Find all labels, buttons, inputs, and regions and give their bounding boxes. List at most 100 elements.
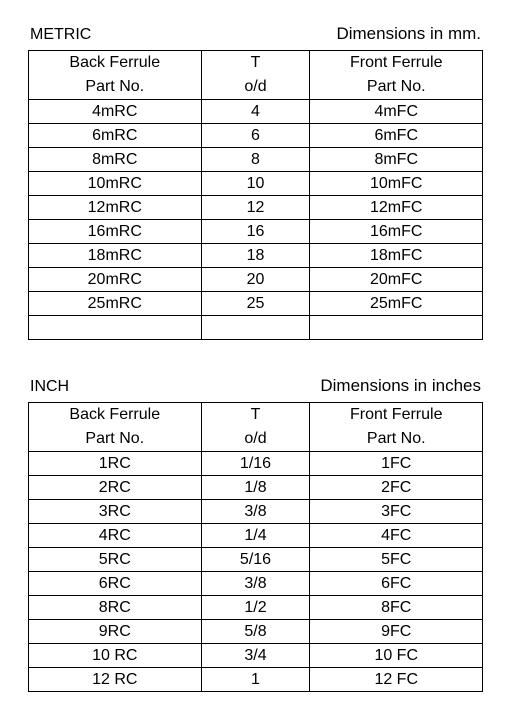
cell-back-ferrule: 25mRC [29, 292, 202, 316]
cell-front-ferrule: 1FC [310, 452, 483, 476]
cell-front-ferrule: 8FC [310, 596, 483, 620]
cell-back-ferrule: 18mRC [29, 244, 202, 268]
header-t: T [201, 51, 310, 76]
metric-units: Dimensions in mm. [336, 24, 481, 44]
header-part-no-front: Part No. [310, 427, 483, 452]
table-row: 6mRC66mFC [29, 124, 483, 148]
cell-front-ferrule: 20mFC [310, 268, 483, 292]
inch-units: Dimensions in inches [320, 376, 481, 396]
metric-heading: METRIC Dimensions in mm. [28, 24, 483, 44]
cell-front-ferrule: 12 FC [310, 668, 483, 692]
table-row: 25mRC2525mFC [29, 292, 483, 316]
table-row: 4RC1/44FC [29, 524, 483, 548]
cell-t-od: 18 [201, 244, 310, 268]
cell-back-ferrule: 8RC [29, 596, 202, 620]
header-back-ferrule: Back Ferrule [29, 51, 202, 76]
cell-t-od: 1/8 [201, 476, 310, 500]
table-row: 20mRC2020mFC [29, 268, 483, 292]
cell-front-ferrule: 3FC [310, 500, 483, 524]
cell-t-od: 12 [201, 196, 310, 220]
inch-heading: INCH Dimensions in inches [28, 376, 483, 396]
cell-back-ferrule: 4RC [29, 524, 202, 548]
table-row: 12mRC1212mFC [29, 196, 483, 220]
cell-back-ferrule: 1RC [29, 452, 202, 476]
table-row [29, 316, 483, 340]
cell-t-od: 5/16 [201, 548, 310, 572]
cell-t-od: 3/8 [201, 500, 310, 524]
table-row: 8RC1/28FC [29, 596, 483, 620]
table-row: 5RC5/165FC [29, 548, 483, 572]
cell-t-od: 6 [201, 124, 310, 148]
cell-front-ferrule: 10mFC [310, 172, 483, 196]
cell-back-ferrule: 12 RC [29, 668, 202, 692]
header-t: T [201, 403, 310, 428]
cell-front-ferrule: 5FC [310, 548, 483, 572]
cell-front-ferrule [310, 316, 483, 340]
cell-back-ferrule: 10 RC [29, 644, 202, 668]
cell-front-ferrule: 18mFC [310, 244, 483, 268]
cell-t-od: 3/8 [201, 572, 310, 596]
header-part-no-back: Part No. [29, 75, 202, 100]
table-row: 10mRC1010mFC [29, 172, 483, 196]
table-row: 1RC1/161FC [29, 452, 483, 476]
cell-t-od: 25 [201, 292, 310, 316]
cell-back-ferrule: 16mRC [29, 220, 202, 244]
cell-back-ferrule: 20mRC [29, 268, 202, 292]
table-row: 18mRC1818mFC [29, 244, 483, 268]
cell-t-od: 1 [201, 668, 310, 692]
cell-back-ferrule: 2RC [29, 476, 202, 500]
cell-t-od: 5/8 [201, 620, 310, 644]
cell-back-ferrule: 4mRC [29, 100, 202, 124]
table-row: 10 RC3/410 FC [29, 644, 483, 668]
cell-front-ferrule: 6FC [310, 572, 483, 596]
cell-t-od: 1/16 [201, 452, 310, 476]
cell-front-ferrule: 9FC [310, 620, 483, 644]
header-od: o/d [201, 75, 310, 100]
metric-label: METRIC [30, 26, 91, 44]
cell-front-ferrule: 6mFC [310, 124, 483, 148]
table-row: 2RC1/82FC [29, 476, 483, 500]
cell-t-od [201, 316, 310, 340]
metric-rows: 4mRC44mFC6mRC66mFC8mRC88mFC10mRC1010mFC1… [29, 100, 483, 340]
cell-back-ferrule: 9RC [29, 620, 202, 644]
header-od: o/d [201, 427, 310, 452]
header-part-no-front: Part No. [310, 75, 483, 100]
cell-front-ferrule: 12mFC [310, 196, 483, 220]
cell-front-ferrule: 2FC [310, 476, 483, 500]
cell-t-od: 20 [201, 268, 310, 292]
cell-front-ferrule: 16mFC [310, 220, 483, 244]
table-row: 3RC3/83FC [29, 500, 483, 524]
table-row: 4mRC44mFC [29, 100, 483, 124]
inch-label: INCH [30, 378, 69, 396]
header-back-ferrule: Back Ferrule [29, 403, 202, 428]
header-front-ferrule: Front Ferrule [310, 51, 483, 76]
inch-rows: 1RC1/161FC2RC1/82FC3RC3/83FC4RC1/44FC5RC… [29, 452, 483, 692]
table-row: 12 RC112 FC [29, 668, 483, 692]
cell-back-ferrule: 6mRC [29, 124, 202, 148]
cell-back-ferrule: 6RC [29, 572, 202, 596]
cell-front-ferrule: 8mFC [310, 148, 483, 172]
cell-t-od: 3/4 [201, 644, 310, 668]
cell-t-od: 16 [201, 220, 310, 244]
cell-t-od: 1/4 [201, 524, 310, 548]
table-row: 9RC5/89FC [29, 620, 483, 644]
header-part-no-back: Part No. [29, 427, 202, 452]
cell-back-ferrule [29, 316, 202, 340]
cell-t-od: 8 [201, 148, 310, 172]
cell-back-ferrule: 8mRC [29, 148, 202, 172]
cell-back-ferrule: 10mRC [29, 172, 202, 196]
cell-t-od: 4 [201, 100, 310, 124]
table-row: 16mRC1616mFC [29, 220, 483, 244]
cell-front-ferrule: 25mFC [310, 292, 483, 316]
cell-front-ferrule: 4FC [310, 524, 483, 548]
table-row: 8mRC88mFC [29, 148, 483, 172]
cell-t-od: 1/2 [201, 596, 310, 620]
table-row: 6RC3/86FC [29, 572, 483, 596]
cell-back-ferrule: 5RC [29, 548, 202, 572]
cell-back-ferrule: 12mRC [29, 196, 202, 220]
cell-front-ferrule: 4mFC [310, 100, 483, 124]
cell-t-od: 10 [201, 172, 310, 196]
cell-front-ferrule: 10 FC [310, 644, 483, 668]
inch-table: Back Ferrule T Front Ferrule Part No. o/… [28, 402, 483, 692]
cell-back-ferrule: 3RC [29, 500, 202, 524]
